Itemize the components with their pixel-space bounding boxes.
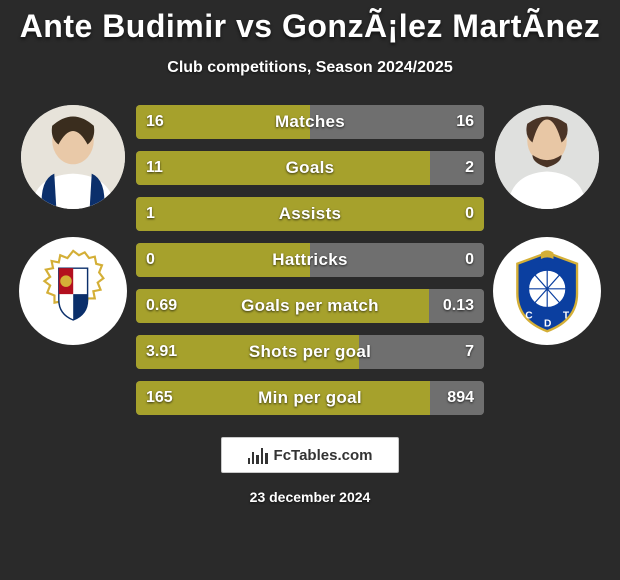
comparison-card: Ante Budimir vs GonzÃ¡lez MartÃ­nez Club…	[0, 0, 620, 580]
footer-brand-label: FcTables.com	[274, 447, 373, 464]
stat-row: 1616Matches	[136, 105, 484, 139]
bars-icon	[248, 446, 268, 464]
stat-row: 3.917Shots per goal	[136, 335, 484, 369]
stat-label: Goals	[136, 158, 484, 178]
date-label: 23 december 2024	[250, 489, 371, 505]
left-column	[18, 105, 128, 345]
svg-text:T: T	[563, 310, 570, 321]
main-row: 1616Matches 112Goals 10Assists 00Hattricks 0…	[10, 105, 610, 415]
page-title: Ante Budimir vs GonzÃ¡lez MartÃ­nez	[20, 8, 601, 45]
avatar-placeholder-icon	[21, 105, 125, 209]
stat-row: 165894Min per goal	[136, 381, 484, 415]
right-column: C D T	[492, 105, 602, 345]
crest-tenerife-icon: C D T	[504, 248, 590, 334]
stat-row: 10Assists	[136, 197, 484, 231]
subtitle: Club competitions, Season 2024/2025	[167, 59, 452, 77]
stat-label: Hattricks	[136, 250, 484, 270]
stat-label: Assists	[136, 204, 484, 224]
stat-label: Shots per goal	[136, 342, 484, 362]
svg-text:C: C	[525, 310, 533, 321]
player-left-crest	[19, 237, 127, 345]
svg-text:D: D	[544, 318, 551, 329]
stat-bars: 1616Matches 112Goals 10Assists 00Hattricks 0…	[136, 105, 484, 415]
player-left-avatar	[21, 105, 125, 209]
stat-row: 0.690.13Goals per match	[136, 289, 484, 323]
stat-label: Min per goal	[136, 388, 484, 408]
player-right-avatar	[495, 105, 599, 209]
avatar-placeholder-icon	[495, 105, 599, 209]
stat-row: 00Hattricks	[136, 243, 484, 277]
stat-label: Goals per match	[136, 296, 484, 316]
crest-osasuna-icon	[30, 248, 116, 334]
stat-row: 112Goals	[136, 151, 484, 185]
player-right-crest: C D T	[493, 237, 601, 345]
stat-label: Matches	[136, 112, 484, 132]
footer-brand[interactable]: FcTables.com	[221, 437, 399, 473]
